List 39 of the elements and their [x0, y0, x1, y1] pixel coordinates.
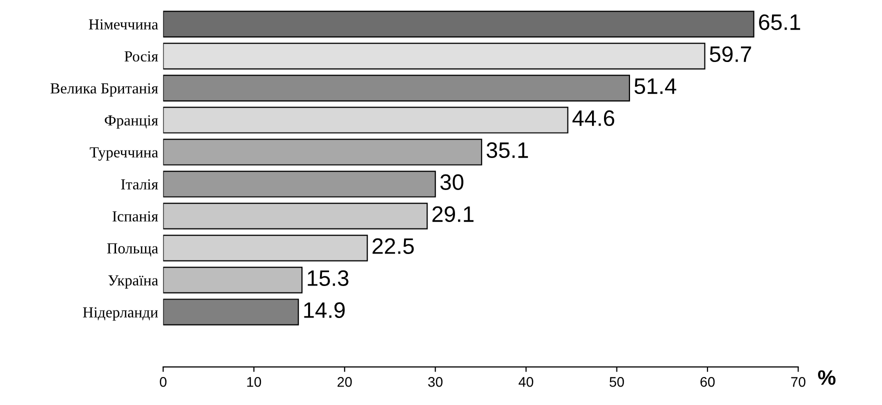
data-label: 14.9	[304, 302, 345, 318]
bar	[163, 298, 299, 326]
bar	[163, 42, 706, 70]
y-tick-label: Росія	[124, 51, 158, 62]
data-label: 44.6	[572, 110, 614, 126]
x-tick-label: 30	[428, 377, 443, 387]
x-tick-label: 70	[791, 377, 806, 387]
x-axis-title: %	[818, 370, 836, 385]
y-tick-label: Польща	[107, 243, 158, 257]
bar	[163, 170, 436, 198]
data-label: 65.1	[759, 14, 800, 30]
bar	[163, 234, 368, 262]
y-tick-label: Україна	[108, 275, 158, 289]
bar	[163, 138, 482, 166]
y-tick-label: Туреччина	[90, 147, 158, 161]
y-tick-label: Німеччина	[88, 19, 158, 30]
x-tick-label: 40	[518, 377, 534, 387]
bar	[163, 266, 303, 294]
data-label: 59.7	[710, 46, 752, 62]
y-tick-label: Італія	[121, 179, 158, 190]
x-tick-label: 20	[338, 377, 352, 387]
bar	[163, 74, 630, 102]
y-tick-label: Іспанія	[112, 211, 158, 222]
data-label: 30	[440, 174, 464, 190]
x-tick-label: 10	[247, 377, 262, 387]
bar	[163, 10, 754, 38]
y-tick-label: Франція	[104, 115, 158, 129]
x-tick-label: 50	[610, 377, 624, 387]
data-label: 15.3	[308, 270, 348, 286]
data-label: 29.1	[432, 206, 474, 222]
x-tick-label: 0	[160, 377, 166, 387]
data-label: 35.1	[486, 142, 528, 158]
data-label: 51.4	[634, 78, 676, 94]
bar	[163, 202, 428, 230]
data-label: 22.5	[372, 238, 414, 254]
bar	[163, 106, 568, 134]
y-tick-label: Велика Британія	[50, 83, 158, 97]
y-tick-label: Нідерланди	[82, 307, 158, 321]
x-tick-label: 60	[700, 377, 715, 387]
